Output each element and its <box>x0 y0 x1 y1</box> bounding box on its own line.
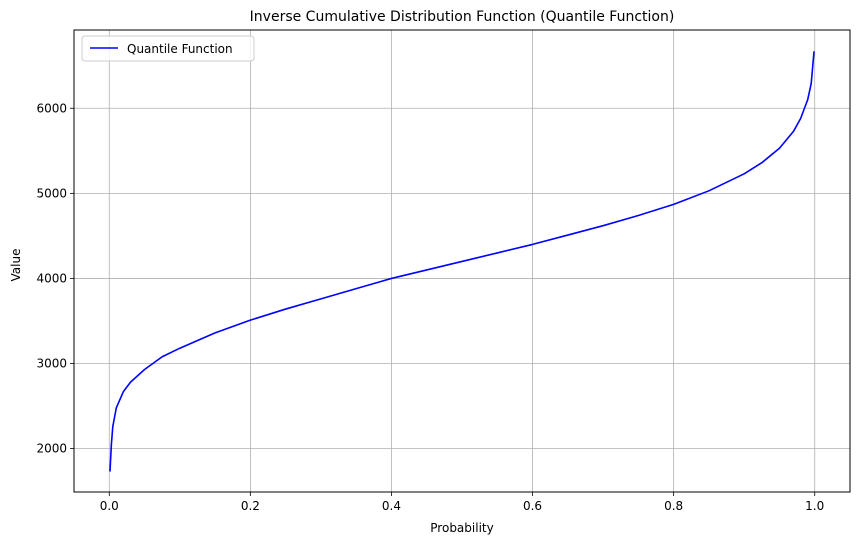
x-tick-label: 0.4 <box>382 499 401 513</box>
y-tick-label: 2000 <box>36 442 67 456</box>
x-tick-label: 0.8 <box>664 499 683 513</box>
x-tick-label: 1.0 <box>805 499 824 513</box>
x-axis-label: Probability <box>430 521 493 535</box>
x-tick-label: 0.0 <box>100 499 119 513</box>
y-tick-label: 6000 <box>36 101 67 115</box>
chart-title: Inverse Cumulative Distribution Function… <box>250 9 675 25</box>
y-axis-label: Value <box>9 249 23 282</box>
series-layer <box>109 51 815 472</box>
ticks: 0.0 0.2 0.4 0.6 0.8 1.0 2000 3000 4000 5000 6000 <box>36 101 824 513</box>
axes-frame <box>73 29 851 493</box>
grid-lines <box>74 30 850 492</box>
legend-box <box>81 35 255 62</box>
y-tick-label: 4000 <box>36 271 67 285</box>
y-tick-label: 3000 <box>36 357 67 371</box>
series-line-quantile-function <box>109 51 815 472</box>
x-tick-label: 0.2 <box>241 499 260 513</box>
y-tick-label: 5000 <box>36 186 67 200</box>
legend-label-quantile-function: Quantile Function <box>127 42 233 56</box>
legend: Quantile Function <box>81 35 255 62</box>
x-tick-label: 0.6 <box>523 499 542 513</box>
